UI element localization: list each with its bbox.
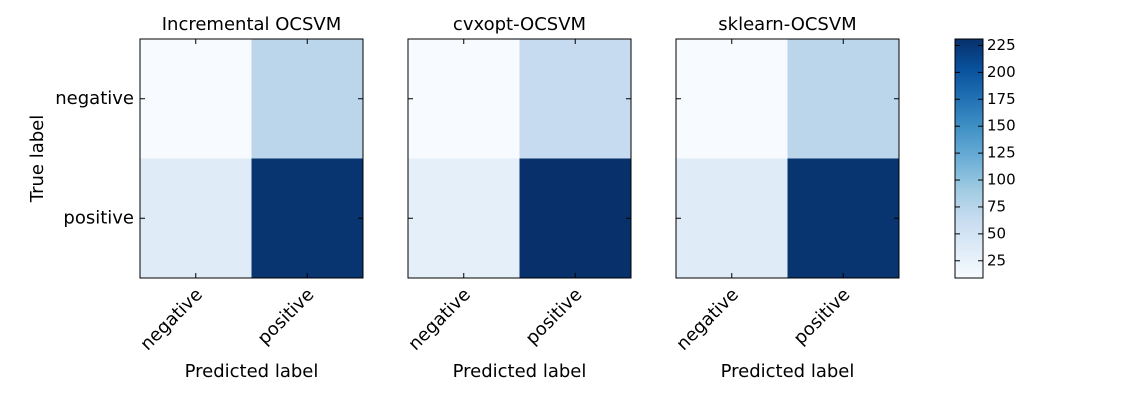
colorbar-tick-label: 225	[987, 36, 1016, 54]
y-axis-label: True label	[27, 115, 48, 204]
heatmap-cell	[787, 158, 900, 279]
colorbar	[954, 38, 984, 279]
x-tick-label: positive	[254, 284, 319, 349]
y-tick-label: positive	[63, 207, 134, 228]
heatmap-cell	[519, 39, 632, 159]
x-tick-label: negative	[672, 284, 743, 355]
heatmap-cell	[519, 158, 632, 279]
heatmap-cell	[251, 39, 364, 159]
heatmap-cell	[251, 158, 364, 279]
panel-title: cvxopt-OCSVM	[453, 14, 586, 35]
y-tick-label: negative	[55, 88, 134, 109]
colorbar-tick-label: 125	[987, 144, 1016, 162]
x-tick-label: positive	[790, 284, 855, 349]
plot-frame	[407, 38, 632, 279]
colorbar-tick-label: 100	[987, 171, 1016, 189]
x-axis-label: Predicted label	[453, 361, 587, 382]
plot-frame	[139, 38, 364, 279]
panel-title: sklearn-OCSVM	[718, 14, 856, 35]
colorbar-tick-label: 50	[987, 224, 1006, 242]
x-axis-label: Predicted label	[721, 361, 855, 382]
heatmap-cell	[676, 158, 788, 279]
heatmap-cell	[140, 158, 252, 279]
heatmap-cell	[140, 39, 252, 159]
heatmap-cell	[787, 39, 900, 159]
colorbar-tick-label: 175	[987, 90, 1016, 108]
colorbar-tick-label: 75	[987, 197, 1006, 215]
x-tick-label: negative	[136, 284, 207, 355]
colorbar-tick-label: 150	[987, 117, 1016, 135]
x-tick-label: negative	[404, 284, 475, 355]
plot-frame	[675, 38, 900, 279]
x-tick-label: positive	[522, 284, 587, 349]
colorbar-tick-label: 25	[987, 251, 1006, 269]
heatmap-cell	[408, 158, 520, 279]
x-axis-label: Predicted label	[185, 361, 319, 382]
colorbar-tick-label: 200	[987, 63, 1016, 81]
heatmap-cell	[408, 39, 520, 159]
heatmap-cell	[676, 39, 788, 159]
panel-title: Incremental OCSVM	[162, 14, 342, 35]
